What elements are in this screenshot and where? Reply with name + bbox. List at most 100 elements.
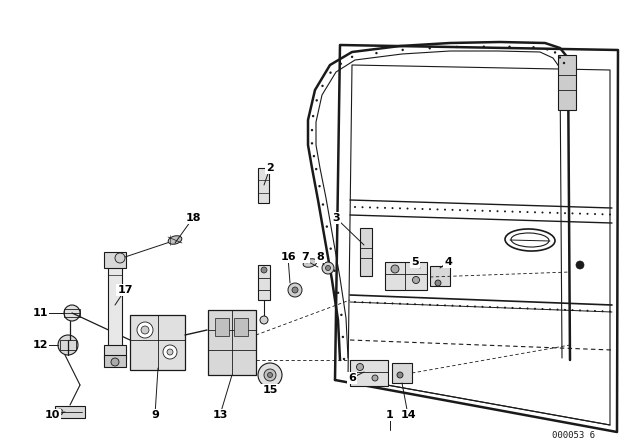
Circle shape	[532, 46, 534, 48]
Circle shape	[489, 306, 491, 308]
Text: 17: 17	[117, 285, 132, 295]
Circle shape	[315, 168, 317, 170]
Circle shape	[397, 372, 403, 378]
Circle shape	[497, 306, 499, 308]
Bar	[208, 310, 256, 375]
Circle shape	[579, 310, 581, 311]
Circle shape	[422, 303, 424, 306]
Circle shape	[497, 210, 499, 212]
Circle shape	[504, 211, 506, 212]
Circle shape	[58, 335, 78, 355]
Circle shape	[474, 306, 476, 307]
Circle shape	[311, 142, 313, 145]
Circle shape	[572, 309, 573, 311]
Circle shape	[554, 51, 556, 54]
Text: 13: 13	[212, 410, 228, 420]
Circle shape	[594, 310, 596, 312]
Bar	[104, 355, 126, 367]
Circle shape	[413, 276, 419, 284]
Circle shape	[436, 208, 438, 211]
Circle shape	[586, 310, 589, 312]
Circle shape	[422, 208, 424, 210]
Circle shape	[384, 207, 386, 209]
Circle shape	[57, 409, 63, 415]
Circle shape	[541, 308, 543, 310]
Circle shape	[337, 292, 339, 294]
Circle shape	[372, 375, 378, 381]
Circle shape	[392, 302, 394, 304]
Circle shape	[115, 253, 125, 263]
Circle shape	[111, 358, 119, 366]
Circle shape	[467, 209, 468, 211]
Bar	[55, 406, 85, 418]
Circle shape	[260, 316, 268, 324]
Circle shape	[399, 303, 401, 305]
Circle shape	[572, 212, 573, 215]
Circle shape	[534, 211, 536, 213]
Circle shape	[311, 129, 313, 131]
Circle shape	[313, 155, 315, 157]
Circle shape	[288, 283, 302, 297]
Bar	[350, 360, 388, 386]
Circle shape	[579, 213, 581, 215]
Circle shape	[167, 349, 173, 355]
Circle shape	[563, 62, 565, 64]
Circle shape	[467, 305, 468, 307]
Bar	[558, 55, 576, 110]
Circle shape	[511, 211, 513, 213]
Bar	[108, 258, 122, 353]
Ellipse shape	[505, 229, 555, 251]
Circle shape	[414, 303, 416, 305]
Bar	[430, 266, 450, 286]
Bar	[104, 345, 126, 359]
Circle shape	[594, 213, 596, 215]
Circle shape	[557, 309, 559, 310]
Text: 18: 18	[185, 213, 201, 223]
Bar	[258, 168, 269, 203]
Text: 8: 8	[316, 252, 324, 262]
Circle shape	[333, 270, 336, 272]
Circle shape	[342, 336, 344, 338]
Text: 4: 4	[444, 257, 452, 267]
Bar	[258, 265, 270, 300]
Circle shape	[444, 304, 446, 306]
Circle shape	[292, 287, 298, 293]
Bar	[60, 340, 76, 350]
Circle shape	[163, 345, 177, 359]
Ellipse shape	[168, 236, 182, 244]
Text: 6: 6	[348, 373, 356, 383]
Circle shape	[356, 363, 364, 370]
Circle shape	[326, 266, 330, 271]
Circle shape	[318, 185, 321, 187]
Circle shape	[362, 206, 364, 208]
Circle shape	[322, 203, 324, 206]
Circle shape	[483, 45, 485, 48]
Circle shape	[602, 213, 604, 215]
Circle shape	[322, 262, 334, 274]
Circle shape	[268, 372, 273, 378]
Circle shape	[429, 304, 431, 306]
Bar	[392, 363, 412, 383]
Circle shape	[312, 115, 314, 117]
Circle shape	[549, 308, 551, 310]
Text: 2: 2	[266, 163, 274, 173]
Circle shape	[376, 302, 378, 304]
Circle shape	[504, 306, 506, 309]
Text: 5: 5	[411, 257, 419, 267]
Circle shape	[459, 209, 461, 211]
Text: 16: 16	[280, 252, 296, 262]
Circle shape	[362, 301, 364, 303]
Circle shape	[384, 302, 386, 304]
Bar	[130, 315, 185, 370]
Bar	[360, 228, 372, 276]
Circle shape	[609, 214, 611, 215]
Circle shape	[343, 358, 345, 360]
Circle shape	[527, 211, 529, 213]
Circle shape	[586, 213, 589, 215]
Circle shape	[316, 99, 318, 102]
Circle shape	[64, 305, 80, 321]
Text: 3: 3	[332, 213, 340, 223]
Circle shape	[429, 47, 431, 49]
Text: 10: 10	[44, 410, 60, 420]
Circle shape	[264, 369, 276, 381]
